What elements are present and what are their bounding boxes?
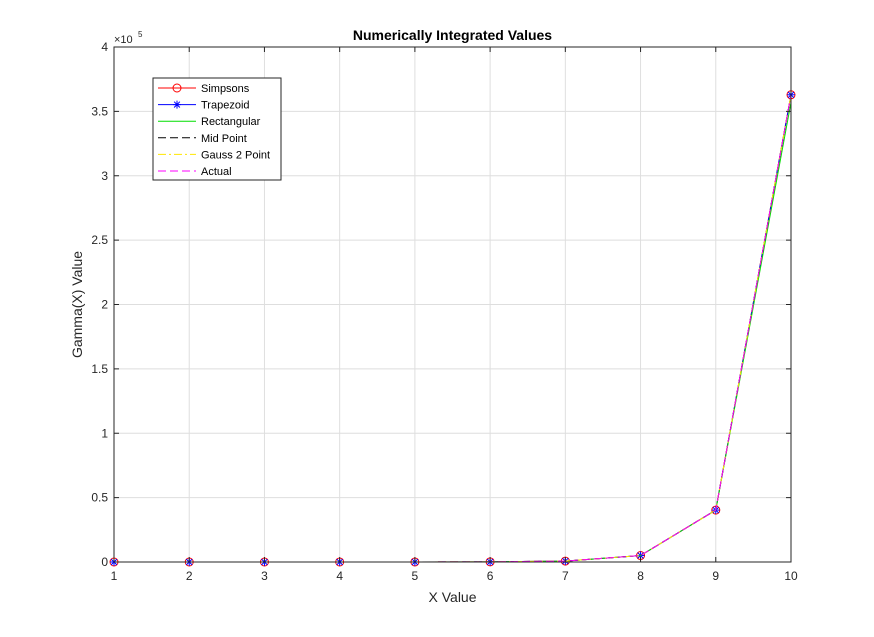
y-exponent-base: ×10 — [114, 34, 133, 46]
x-tick-label: 8 — [637, 569, 644, 583]
x-tick-label: 7 — [562, 569, 569, 583]
y-axis-label: Gamma(X) Value — [69, 251, 85, 358]
x-tick-label: 2 — [186, 569, 193, 583]
legend-label: Trapezoid — [201, 100, 250, 112]
legend-marker — [172, 83, 182, 93]
y-tick-label: 3 — [101, 169, 108, 183]
legend-marker — [173, 100, 181, 109]
legend: Simpsons Trapezoid Rectangular Mid Point Gau… — [152, 77, 282, 181]
y-exponent-power: 5 — [138, 30, 143, 39]
y-tick-label: 2.5 — [91, 233, 108, 247]
y-tick-label: 2 — [101, 298, 108, 312]
legend-item-gauss-2-point: Gauss 2 Point — [158, 149, 270, 161]
ticks: 1 2 3 4 5 6 7 8 9 10 0 0.5 1 1.5 2 2.5 3 3.5 4 — [91, 40, 798, 583]
legend-label: Actual — [201, 166, 232, 178]
legend-item-actual: Actual — [158, 166, 232, 178]
legend-box — [152, 77, 282, 181]
y-tick-label: 1.5 — [91, 362, 108, 376]
y-tick-label: 4 — [101, 40, 108, 54]
x-tick-label: 5 — [412, 569, 419, 583]
y-tick-label: 3.5 — [91, 104, 108, 118]
x-axis-label: X Value — [429, 589, 477, 605]
x-tick-label: 6 — [487, 569, 494, 583]
y-axis-exponent: ×10 5 — [114, 30, 143, 46]
y-tick-label: 0.5 — [91, 491, 108, 505]
x-tick-label: 3 — [261, 569, 268, 583]
legend-label: Gauss 2 Point — [201, 149, 270, 161]
legend-label: Rectangular — [201, 116, 261, 128]
x-tick-label: 9 — [712, 569, 719, 583]
legend-label: Simpsons — [201, 83, 250, 95]
y-tick-label: 0 — [101, 555, 108, 569]
legend-item-rectangular: Rectangular — [158, 116, 261, 128]
x-tick-label: 10 — [784, 569, 798, 583]
legend-label: Mid Point — [201, 133, 247, 145]
legend-item-mid-point: Mid Point — [158, 133, 247, 145]
legend-item-simpsons: Simpsons — [158, 83, 250, 95]
chart-title: Numerically Integrated Values — [353, 27, 552, 43]
legend-item-trapezoid: Trapezoid — [158, 100, 250, 112]
x-tick-label: 1 — [111, 569, 118, 583]
x-tick-label: 4 — [336, 569, 343, 583]
y-tick-label: 1 — [101, 426, 108, 440]
